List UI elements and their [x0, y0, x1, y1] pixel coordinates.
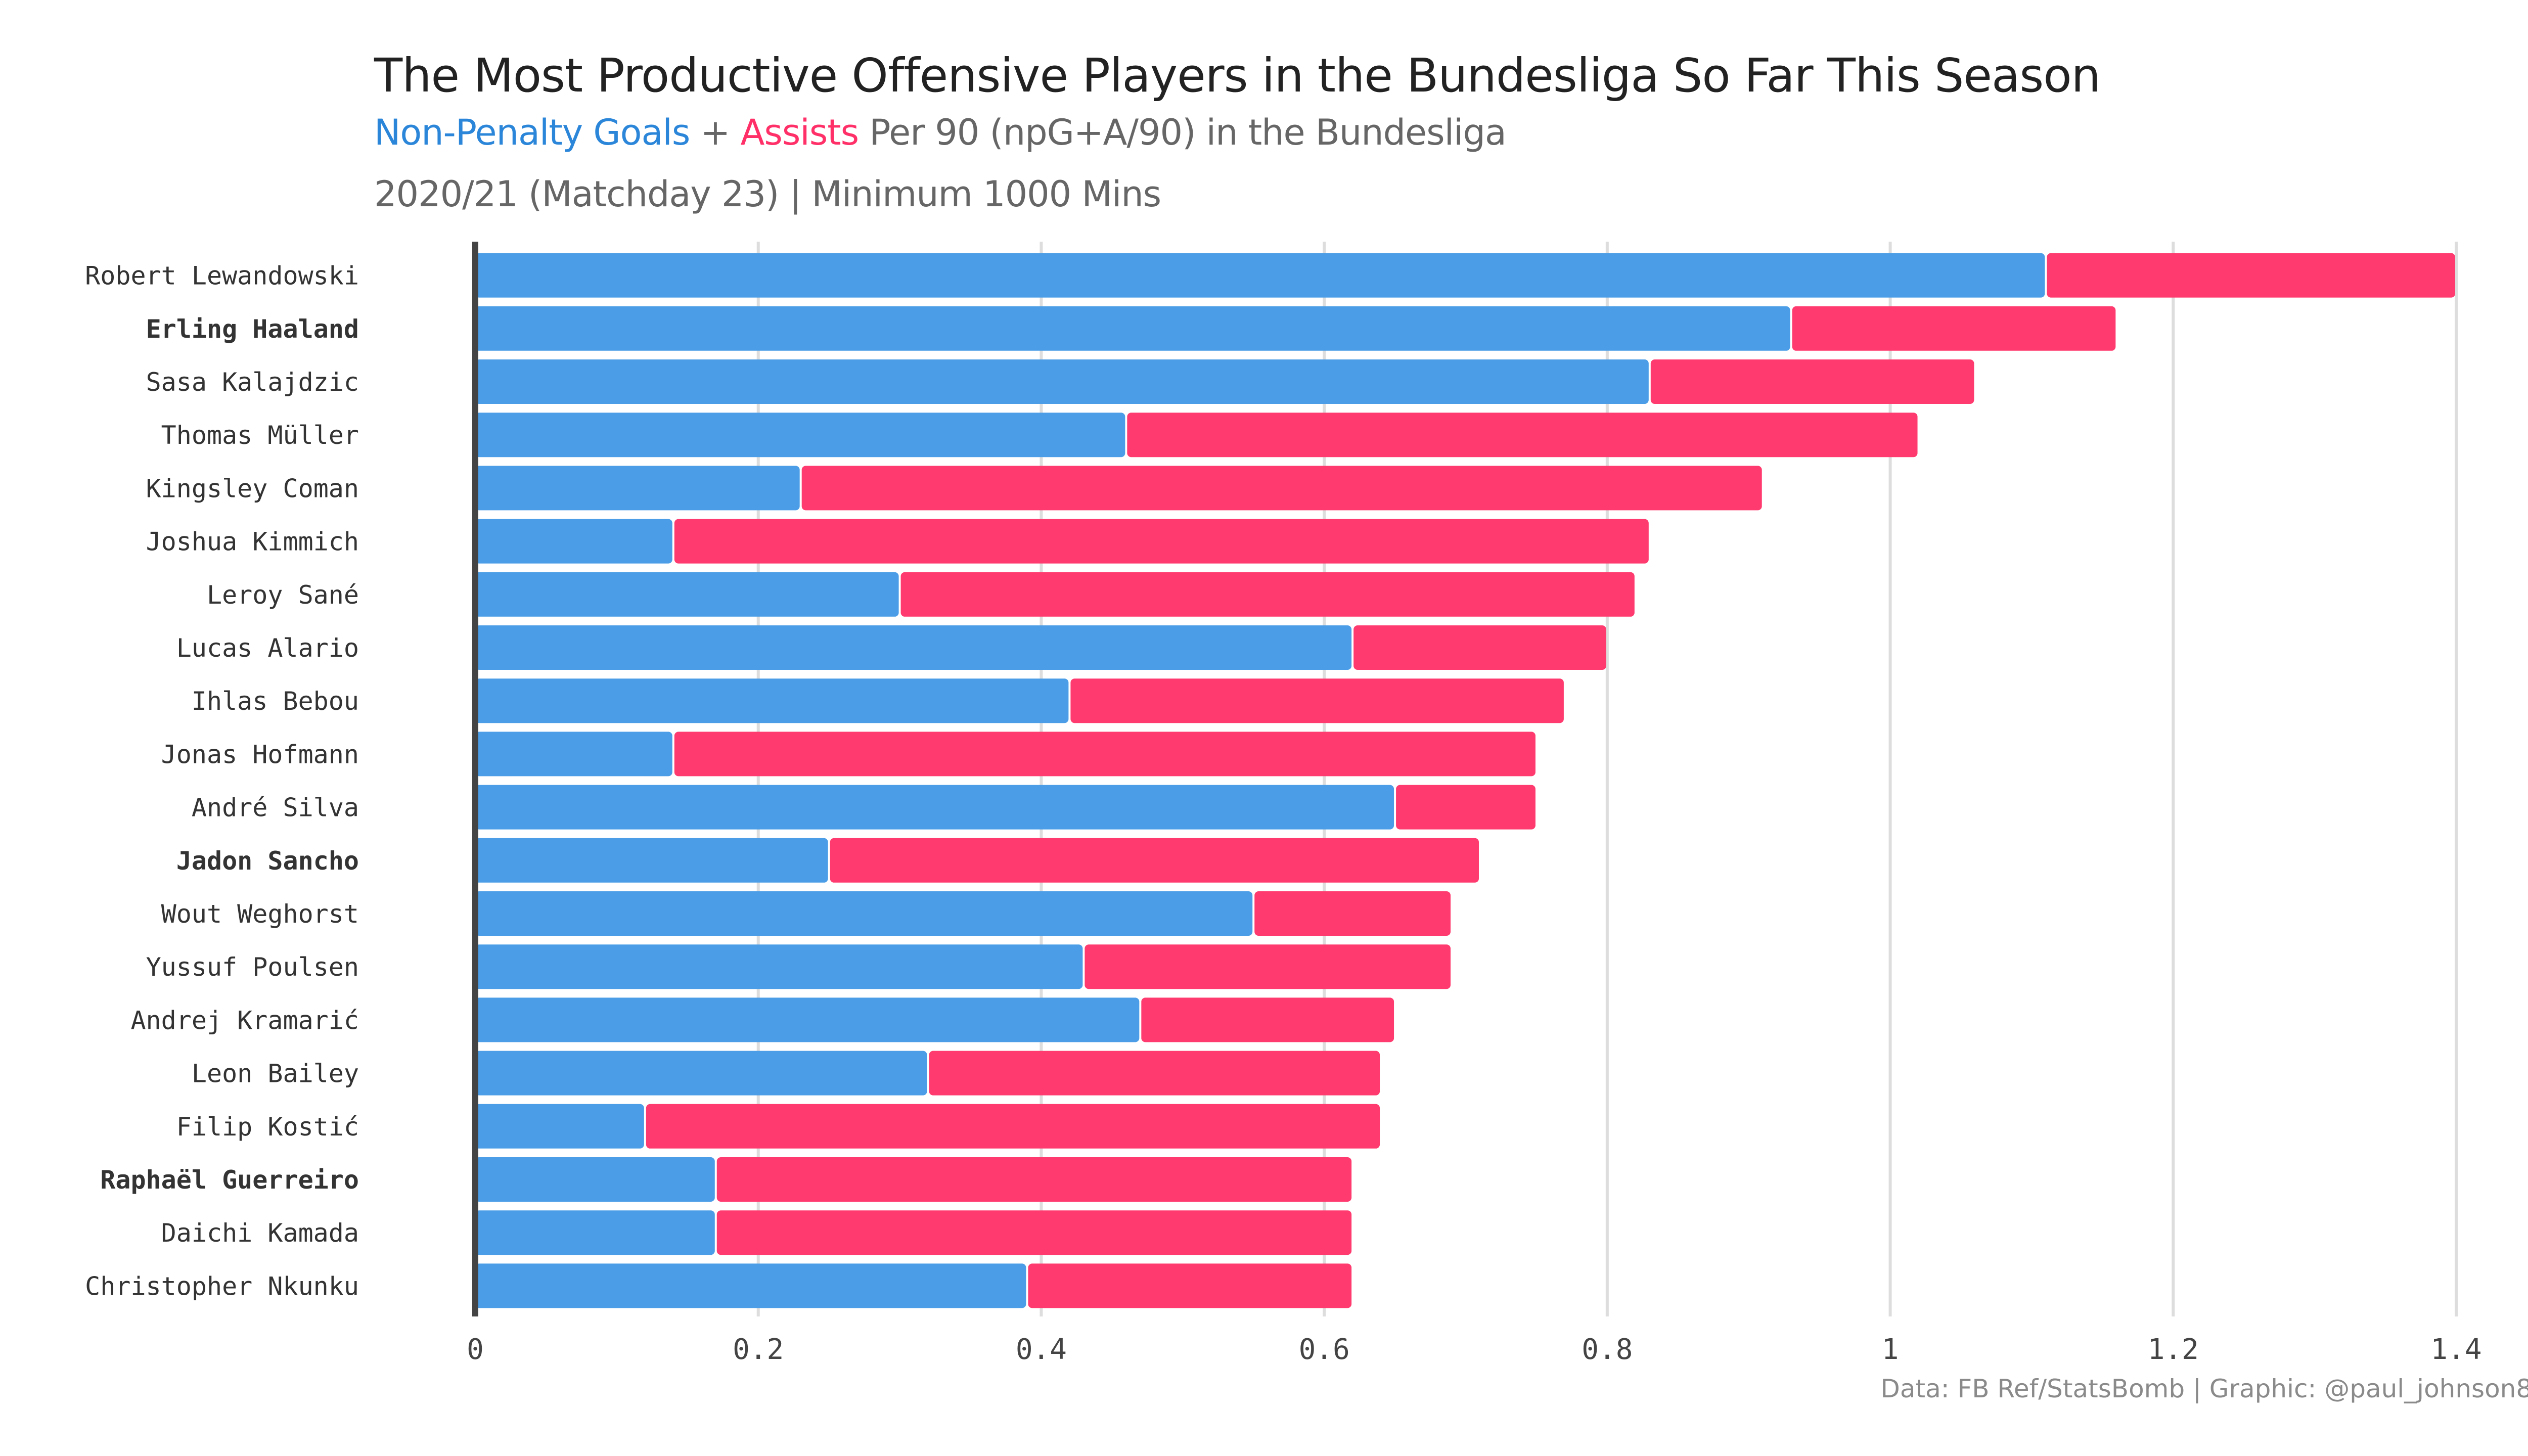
category-label: Filip Kostić — [176, 1112, 359, 1142]
category-label: Sasa Kalajdzic — [146, 368, 359, 397]
bar-assists — [716, 1210, 1352, 1255]
category-label: Yussuf Poulsen — [146, 952, 359, 982]
category-label: Lucas Alario — [176, 633, 359, 663]
x-tick-label: 0.4 — [1016, 1333, 1067, 1366]
source-caption: Data: FB Ref/StatsBomb | Graphic: @paul_… — [1880, 1374, 2528, 1403]
chart-subtitle-2: 2020/21 (Matchday 23) | Minimum 1000 Min… — [374, 173, 1161, 215]
bar-assists — [1127, 413, 1918, 458]
bar-goals — [475, 944, 1083, 989]
subtitle-assists-label: Assists — [740, 112, 859, 153]
bar-assists — [1792, 306, 2116, 351]
subtitle-goals-label: Non-Penalty Goals — [374, 112, 690, 153]
bar-goals — [475, 1210, 715, 1255]
title-block: The Most Productive Offensive Players in… — [374, 49, 2101, 215]
x-tick-label: 1 — [1882, 1333, 1899, 1366]
bar-goals — [475, 413, 1125, 458]
bar-goals — [475, 678, 1069, 723]
bar-goals — [475, 519, 672, 564]
bar-goals — [475, 997, 1140, 1042]
category-label: Robert Lewandowski — [85, 261, 359, 291]
bar-assists — [674, 519, 1649, 564]
x-tick-label: 1.2 — [2148, 1333, 2199, 1366]
bar-assists — [929, 1051, 1380, 1096]
bar-assists — [801, 466, 1762, 511]
category-label: André Silva — [192, 793, 359, 823]
category-label: Jonas Hofmann — [161, 740, 359, 769]
x-tick-label: 0.8 — [1582, 1333, 1633, 1366]
bar-assists — [1396, 785, 1536, 830]
category-label: Andrej Kramarić — [130, 1006, 359, 1035]
bar-assists — [1085, 944, 1451, 989]
bar-assists — [1028, 1263, 1352, 1308]
category-label: Leroy Sané — [207, 580, 359, 610]
category-label: Erling Haaland — [146, 314, 359, 344]
bar-assists — [2047, 253, 2455, 298]
bar-goals — [475, 1051, 927, 1096]
bar-goals — [475, 572, 899, 617]
x-tick-label: 1.4 — [2430, 1333, 2481, 1366]
bar-goals — [475, 838, 828, 883]
subtitle-plus: + — [690, 112, 741, 153]
bar-goals — [475, 306, 1790, 351]
category-label: Wout Weghorst — [161, 899, 359, 929]
bar-assists — [1070, 678, 1564, 723]
bar-assists — [1650, 359, 1974, 404]
category-label: Christopher Nkunku — [85, 1271, 359, 1301]
category-label: Thomas Müller — [161, 421, 359, 450]
bar-assists — [716, 1157, 1352, 1202]
bar-goals — [475, 466, 800, 511]
bar-assists — [830, 838, 1479, 883]
bar-goals — [475, 1157, 715, 1202]
category-label: Ihlas Bebou — [192, 687, 359, 716]
subtitle-rest: Per 90 (npG+A/90) in the Bundesliga — [859, 112, 1506, 153]
category-label: Daichi Kamada — [161, 1218, 359, 1248]
bar-assists — [1141, 997, 1394, 1042]
bar-goals — [475, 1104, 644, 1149]
bar-goals — [475, 891, 1253, 936]
bar-goals — [475, 625, 1352, 670]
x-tick-label: 0.2 — [733, 1333, 784, 1366]
chart-subtitle: Non-Penalty Goals + Assists Per 90 (npG+… — [374, 112, 2100, 153]
bar-goals — [475, 359, 1649, 404]
category-label: Raphaël Guerreiro — [100, 1165, 359, 1195]
bar-assists — [674, 732, 1536, 777]
bar-assists — [1254, 891, 1451, 936]
bar-assists — [646, 1104, 1380, 1149]
category-label: Joshua Kimmich — [146, 527, 359, 557]
bar-goals — [475, 732, 672, 777]
bar-assists — [1353, 625, 1606, 670]
chart-title: The Most Productive Offensive Players in… — [374, 49, 2101, 103]
bar-goals — [475, 785, 1394, 830]
bar-assists — [900, 572, 1635, 617]
bar-goals — [475, 1263, 1026, 1308]
category-label: Jadon Sancho — [176, 846, 359, 876]
category-label: Kingsley Coman — [146, 474, 359, 503]
category-label: Leon Bailey — [192, 1059, 359, 1088]
bar-goals — [475, 253, 2045, 298]
x-tick-label: 0 — [467, 1333, 484, 1366]
x-tick-label: 0.6 — [1299, 1333, 1350, 1366]
